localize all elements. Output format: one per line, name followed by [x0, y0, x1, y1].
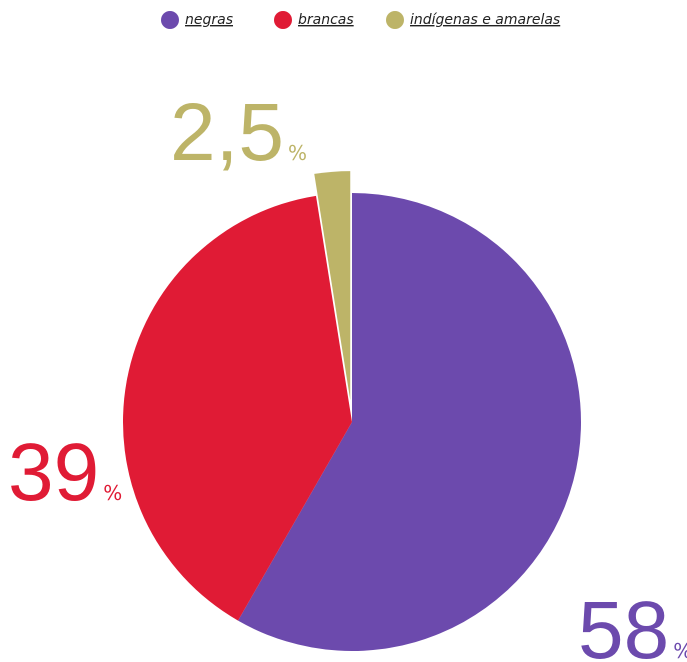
legend-label: negras	[185, 12, 233, 28]
value-label: 58%	[578, 585, 687, 662]
value-unit: %	[288, 141, 307, 165]
value-number: 58	[578, 585, 669, 662]
legend-swatch	[386, 11, 404, 29]
value-unit: %	[673, 639, 687, 662]
legend-label: brancas	[298, 12, 354, 28]
legend-swatch	[161, 11, 179, 29]
pie-slice	[314, 171, 351, 401]
legend-swatch	[274, 11, 292, 29]
value-label: 2,5%	[170, 87, 307, 178]
value-number: 39	[8, 427, 99, 518]
pie-slice	[122, 195, 353, 621]
value-number: 2,5	[170, 87, 284, 178]
value-label: 39%	[8, 427, 122, 518]
pie-slice	[238, 193, 581, 651]
value-unit: %	[103, 481, 122, 505]
legend-label: indígenas e amarelas	[410, 12, 560, 28]
